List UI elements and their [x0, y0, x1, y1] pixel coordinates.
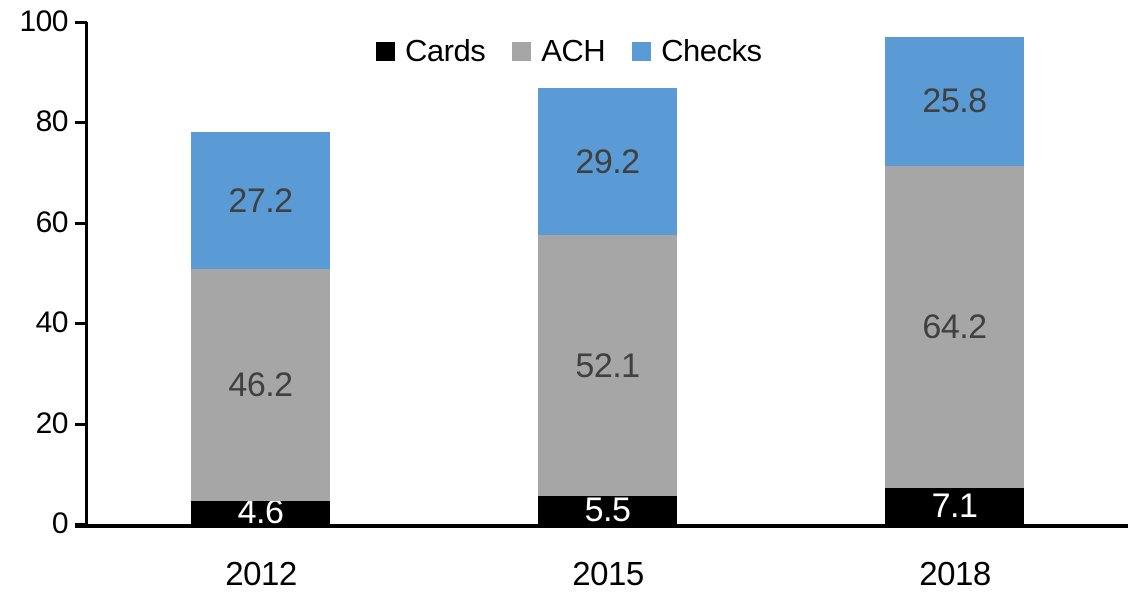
legend-label-cards: Cards: [405, 33, 486, 68]
segment-value-label: 5.5: [584, 491, 631, 530]
y-tick-mark: [75, 222, 87, 225]
y-tick-mark: [75, 523, 87, 526]
x-axis-label-2012: 2012: [225, 555, 297, 592]
y-tick-mark: [75, 423, 87, 426]
legend-swatch-cards-icon: [376, 41, 395, 61]
segment-value-label: 46.2: [228, 365, 293, 404]
y-tick-label: 40: [35, 306, 69, 339]
segment-value-label: 52.1: [575, 346, 640, 385]
segment-value-label: 27.2: [228, 181, 293, 220]
legend-item-ach: ACH: [512, 33, 606, 68]
y-tick-label: 100: [19, 5, 68, 38]
y-tick-label: 0: [51, 507, 69, 540]
x-axis-label-2018: 2018: [919, 555, 991, 592]
y-tick-mark: [75, 322, 87, 325]
y-axis-line: [85, 22, 88, 528]
bar-segment-cards-2015: 5.5: [538, 491, 677, 530]
bar-segment-checks-2018: 25.8: [885, 36, 1024, 167]
chart-legend: Cards ACH Checks: [376, 34, 762, 68]
x-axis-label-2015: 2015: [572, 555, 644, 592]
y-tick-label: 20: [35, 407, 69, 440]
bar-segment-checks-2015: 29.2: [538, 88, 677, 235]
legend-swatch-checks-icon: [632, 41, 652, 61]
bar-segment-cards-2012: 4.6: [191, 495, 330, 529]
segment-value-label: 4.6: [237, 493, 284, 532]
legend-label-checks: Checks: [661, 33, 762, 68]
legend-item-cards: Cards: [376, 33, 486, 68]
legend-item-checks: Checks: [632, 33, 762, 68]
bar-segment-ach-2018: 64.2: [885, 166, 1024, 489]
y-tick-label: 60: [35, 206, 69, 239]
y-tick-mark: [75, 121, 87, 124]
segment-value-label: 25.8: [922, 82, 987, 121]
bar-segment-ach-2015: 52.1: [538, 234, 677, 497]
bar-segment-ach-2012: 46.2: [191, 269, 330, 501]
y-tick-mark: [75, 21, 87, 24]
segment-value-label: 7.1: [931, 487, 978, 526]
x-axis-line: [75, 524, 1128, 528]
y-tick-label: 80: [35, 105, 69, 138]
segment-value-label: 64.2: [922, 308, 987, 347]
bar-segment-checks-2012: 27.2: [191, 132, 330, 269]
legend-label-ach: ACH: [541, 33, 606, 68]
segment-value-label: 29.2: [575, 142, 640, 181]
legend-swatch-ach-icon: [512, 41, 532, 61]
bar-segment-cards-2018: 7.1: [885, 488, 1024, 524]
